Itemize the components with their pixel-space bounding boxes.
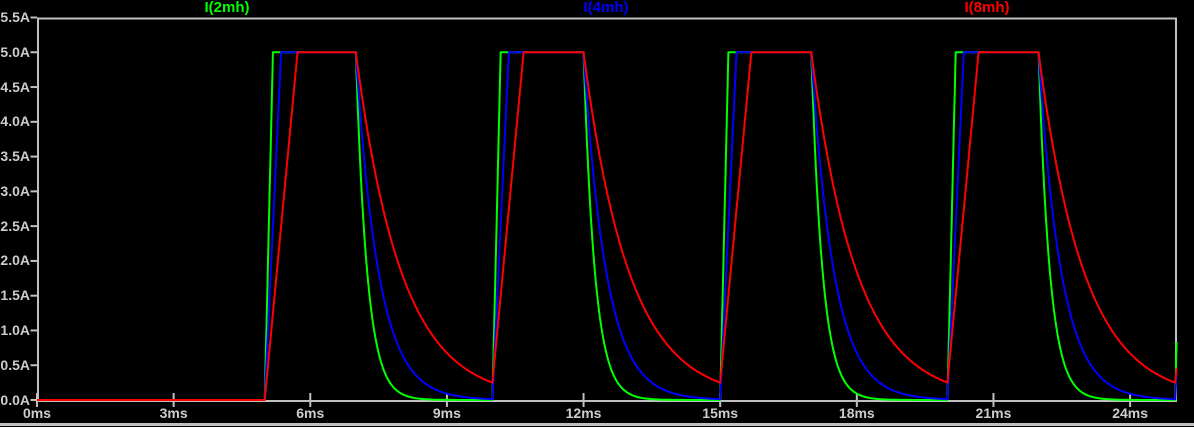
- y-tick-label: 5.0A: [0, 43, 30, 60]
- y-tick-label: 1.0A: [0, 321, 30, 338]
- trace-i4mh: [36, 51, 1178, 401]
- legend-trace-i8mh[interactable]: I(8mh): [964, 0, 1010, 16]
- x-tick-label: 12ms: [565, 405, 602, 421]
- y-tick-label: 5.5A: [0, 9, 30, 25]
- x-tick-label: 24ms: [1112, 405, 1148, 421]
- x-tick-label: 9ms: [432, 405, 461, 421]
- y-tick-label: 0.0A: [0, 391, 30, 408]
- x-tick-label: 18ms: [838, 405, 875, 421]
- y-tick-label: 4.5A: [0, 78, 30, 95]
- x-tick-label: 0ms: [22, 405, 52, 421]
- x-tick-label: 15ms: [702, 405, 739, 421]
- y-tick-label: 4.0A: [0, 113, 30, 130]
- window-bottom-edge: [0, 423, 1194, 426]
- legend-trace-i4mh[interactable]: I(4mh): [583, 0, 629, 16]
- trace-i2mh: [36, 51, 1178, 401]
- x-tick-label: 3ms: [159, 405, 188, 421]
- y-tick-label: 1.5A: [0, 287, 30, 304]
- y-tick-label: 2.5A: [0, 217, 30, 234]
- plot-frame: [37, 17, 1177, 402]
- legend-trace-i2mh[interactable]: I(2mh): [204, 0, 250, 16]
- y-tick-label: 2.0A: [0, 252, 30, 269]
- y-tick-label: 3.0A: [0, 182, 30, 199]
- y-tick-label: 0.5A: [0, 356, 30, 373]
- x-tick-label: 21ms: [975, 405, 1012, 421]
- y-tick-label: 3.5A: [0, 148, 30, 165]
- trace-i8mh: [36, 51, 1178, 401]
- x-tick-label: 6ms: [296, 405, 325, 421]
